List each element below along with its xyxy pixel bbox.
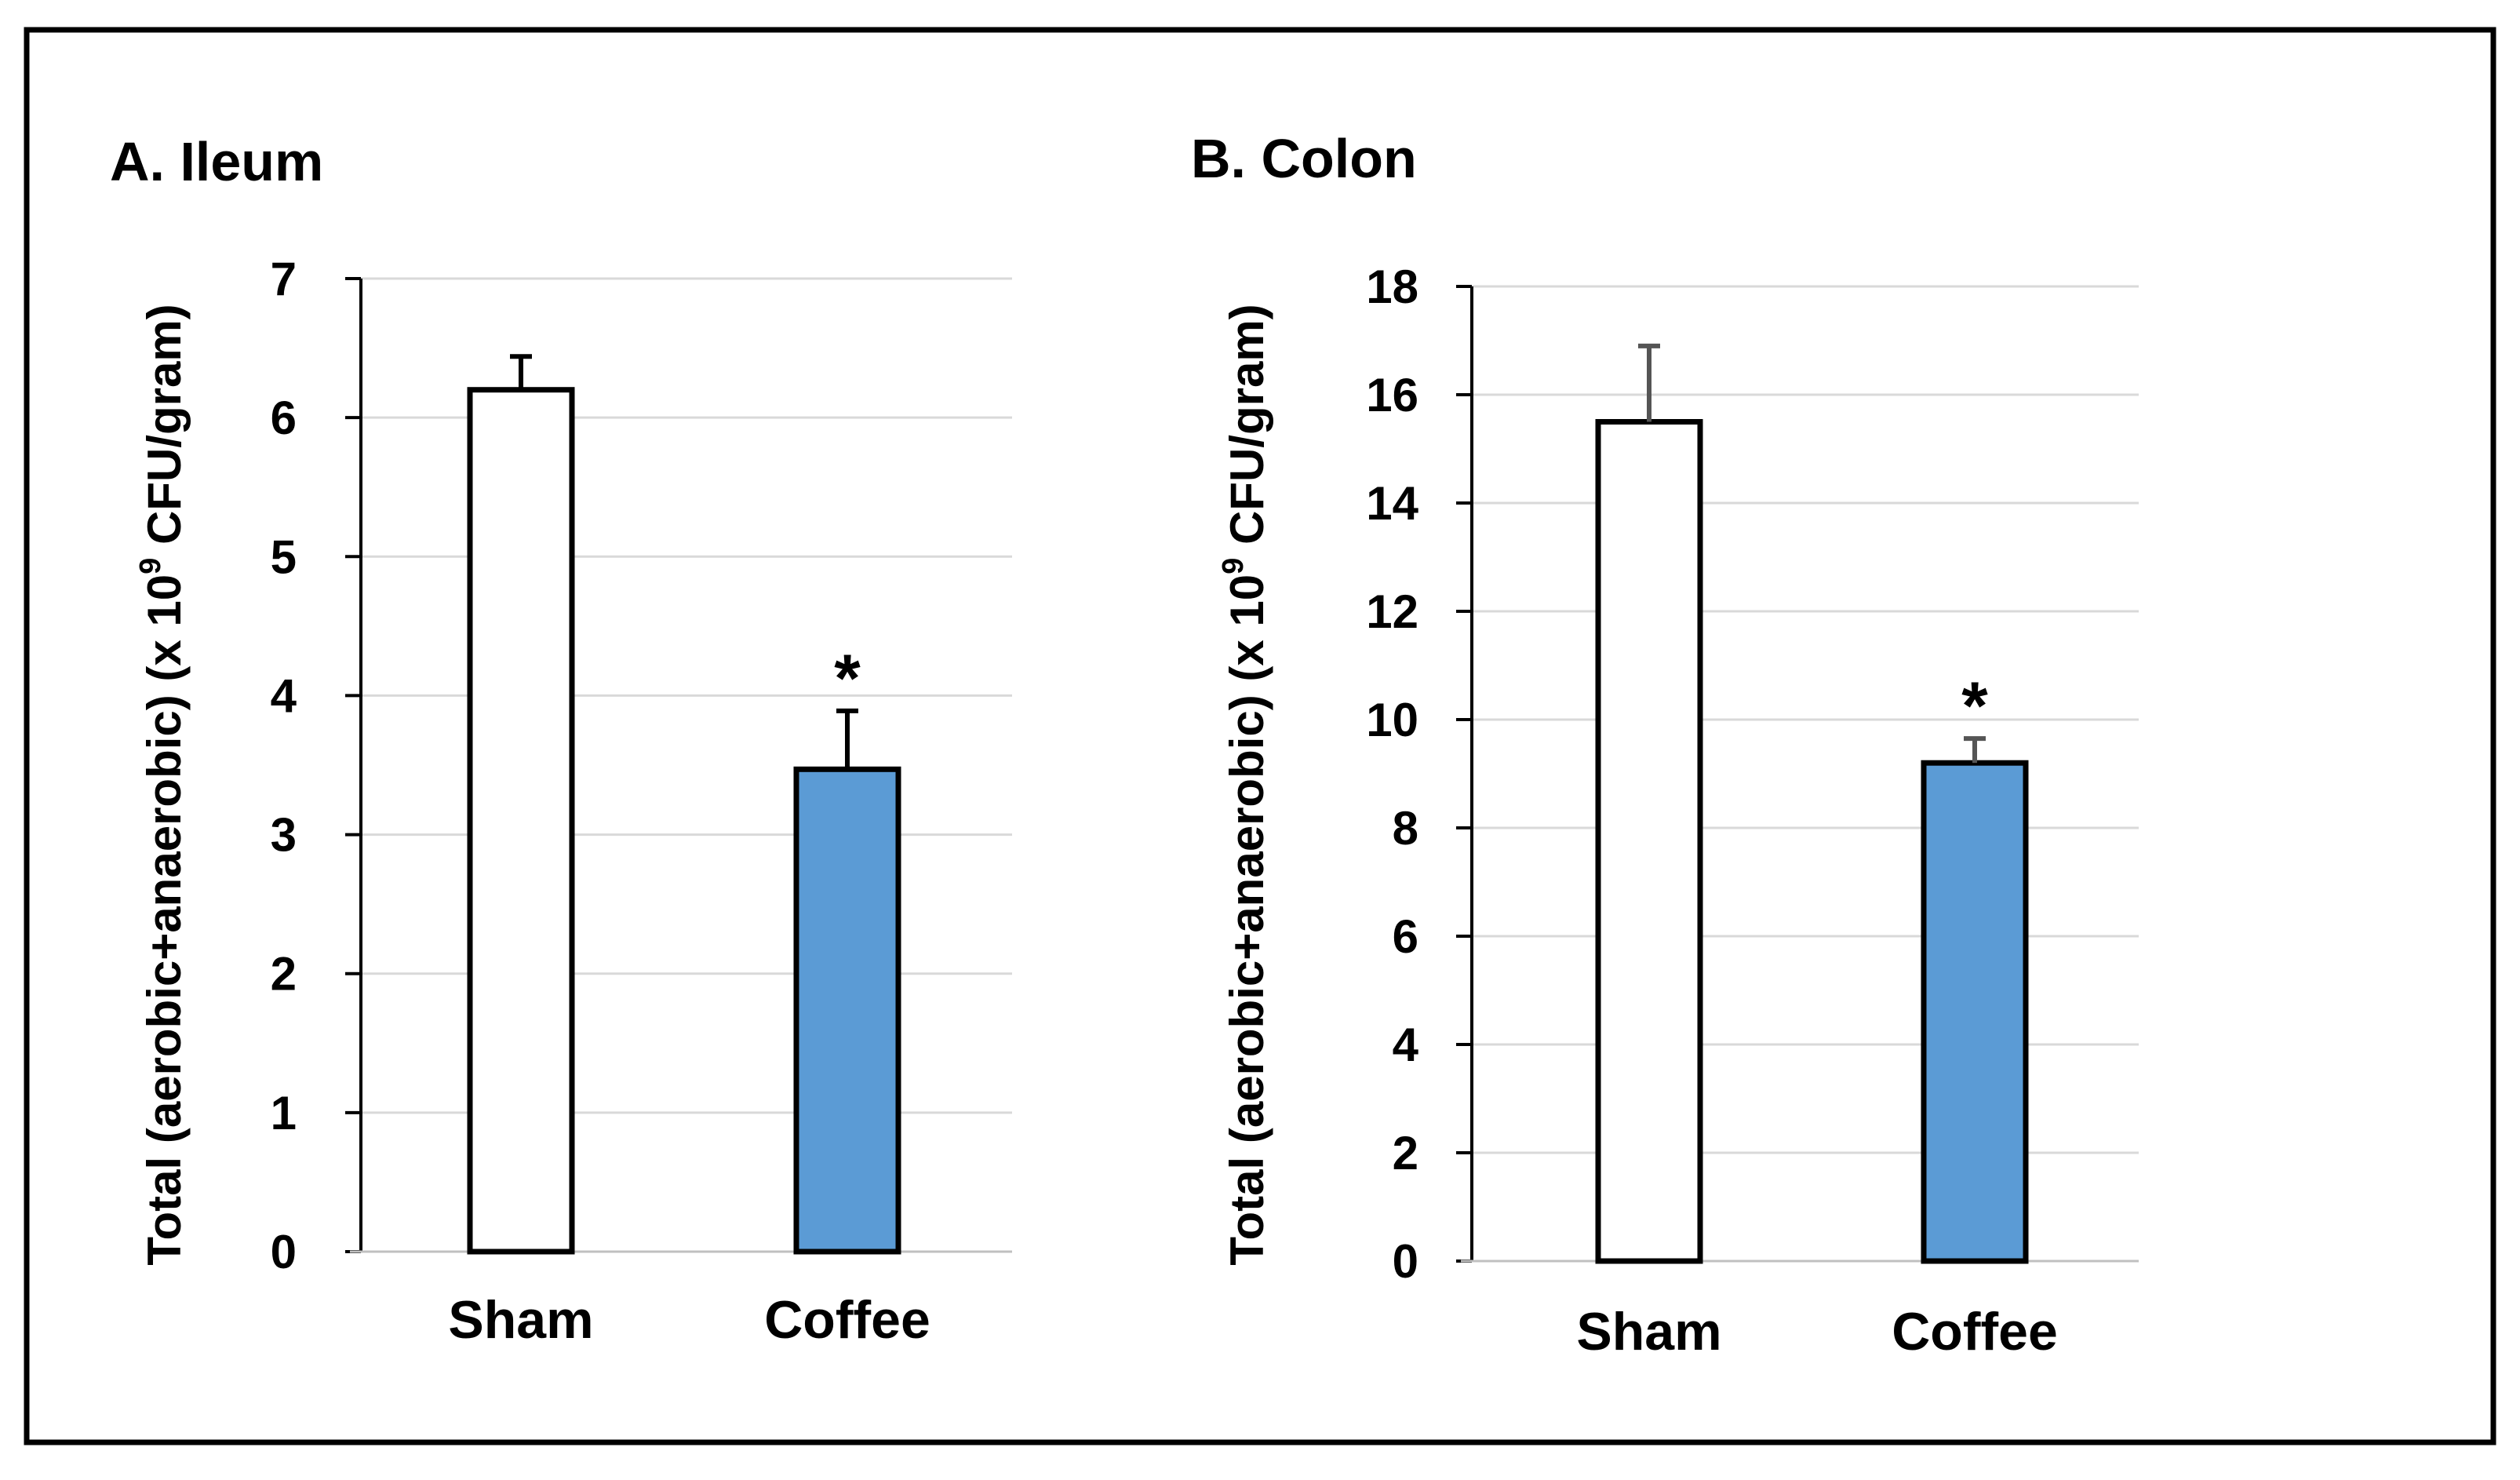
y-tick-label: 2	[1393, 1127, 1418, 1179]
category-label: Coffee	[764, 1290, 930, 1350]
y-tick-label: 0	[1393, 1235, 1418, 1288]
y-tick-label: 0	[271, 1226, 297, 1278]
significance-marker: *	[1961, 669, 1988, 744]
y-axis: 0 2 4 6 8 10 12 14 16 18	[1366, 261, 2139, 1288]
category-label: Coffee	[1892, 1302, 2058, 1362]
y-axis-label-prefix: Total (aerobic+anaerobic) (x 10	[1221, 574, 1273, 1266]
panel-ileum: A. Ileum Total (aerobic+anaerobic) (x 10…	[110, 131, 1012, 1350]
y-tick-label: 2	[271, 948, 297, 1001]
y-tick-label: 10	[1366, 694, 1418, 746]
bars: Sham * Coffee	[448, 354, 930, 1350]
panel-title: A. Ileum	[110, 131, 323, 192]
y-tick-label: 5	[271, 530, 297, 583]
panel-colon: B. Colon Total (aerobic+anaerobic) (x 10…	[1191, 128, 2139, 1362]
y-axis-label-superscript: 9	[1217, 558, 1250, 574]
bar-sham	[1595, 419, 1703, 1264]
y-tick-label: 1	[271, 1087, 297, 1139]
y-tick-label: 4	[1393, 1019, 1419, 1071]
y-axis-label: Total (aerobic+anaerobic) (x 109 CFU/gra…	[1217, 304, 1273, 1265]
y-axis-label: Total (aerobic+anaerobic) (x 109 CFU/gra…	[134, 304, 191, 1265]
bar-coffee	[793, 766, 901, 1255]
y-axis: 0 1 2 3 4 5 6 7	[271, 253, 1012, 1278]
y-tick-label: 14	[1366, 477, 1418, 530]
y-tick-label: 18	[1366, 261, 1418, 313]
y-tick-label: 6	[271, 392, 297, 444]
y-tick-label: 3	[271, 809, 297, 862]
y-tick-label: 7	[271, 253, 297, 305]
gridlines	[1461, 285, 2139, 1154]
y-tick-label: 6	[1393, 910, 1418, 963]
category-label: Sham	[1576, 1302, 1721, 1362]
y-tick-label: 16	[1366, 369, 1418, 421]
bar-sham	[467, 387, 575, 1255]
y-axis-label-superscript: 9	[134, 558, 167, 574]
figure-border	[24, 27, 2496, 1445]
significance-marker: *	[834, 641, 861, 716]
bars: Sham * Coffee	[1576, 343, 2058, 1362]
y-axis-label-suffix: CFU/gram)	[138, 304, 191, 557]
panel-title: B. Colon	[1191, 128, 1417, 189]
gridlines	[350, 277, 1012, 1114]
bar-coffee	[1921, 760, 2029, 1264]
y-axis-label-prefix: Total (aerobic+anaerobic) (x 10	[138, 574, 191, 1266]
y-tick-label: 8	[1393, 802, 1418, 855]
y-tick-label: 12	[1366, 585, 1418, 638]
y-tick-label: 4	[271, 669, 297, 722]
category-label: Sham	[448, 1290, 593, 1350]
y-axis-label-suffix: CFU/gram)	[1221, 304, 1273, 557]
